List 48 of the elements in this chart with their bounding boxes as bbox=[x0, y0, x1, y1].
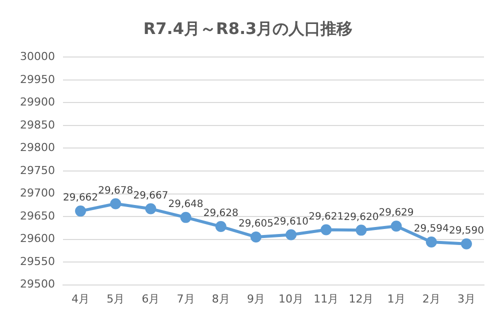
data-label: 29,662 bbox=[63, 192, 98, 204]
point bbox=[250, 232, 262, 243]
x-tick-label: 10月 bbox=[278, 292, 304, 306]
point bbox=[390, 220, 402, 232]
point bbox=[75, 206, 86, 217]
point bbox=[180, 212, 192, 223]
y-tick-label: 29850 bbox=[20, 118, 55, 132]
point bbox=[110, 198, 122, 210]
x-tick-label: 4月 bbox=[72, 292, 90, 306]
y-tick-label: 29800 bbox=[20, 141, 55, 154]
data-label: 29,629 bbox=[378, 208, 414, 219]
x-tick-label: 5月 bbox=[106, 292, 125, 306]
y-tick-label: 29900 bbox=[20, 96, 55, 109]
x-tick-label: 6月 bbox=[142, 292, 160, 306]
point bbox=[426, 236, 437, 248]
x-tick-label: 11月 bbox=[314, 292, 339, 306]
data-label: 29,594 bbox=[414, 224, 449, 235]
point bbox=[460, 238, 472, 250]
data-label: 29,610 bbox=[274, 216, 309, 228]
chart-title: R7.4月～R8.3月の人口推移 bbox=[143, 18, 353, 38]
data-label: 29,628 bbox=[203, 208, 238, 220]
point bbox=[320, 224, 332, 236]
point bbox=[286, 229, 297, 240]
point bbox=[215, 221, 226, 232]
y-tick-label: 29700 bbox=[20, 186, 55, 200]
data-label: 29,621 bbox=[308, 211, 344, 222]
data-label: 29,648 bbox=[168, 199, 204, 210]
y-tick-label: 29500 bbox=[20, 278, 55, 291]
y-tick-label: 29650 bbox=[20, 209, 55, 222]
y-tick-label: 29750 bbox=[20, 164, 55, 177]
x-tick-label: 1月 bbox=[387, 292, 406, 306]
x-tick-label: 12月 bbox=[348, 292, 374, 306]
x-tick-label: 3月 bbox=[457, 292, 476, 306]
data-label: 29,678 bbox=[98, 185, 134, 196]
x-tick-label: 9月 bbox=[246, 292, 265, 306]
y-tick-label: 29950 bbox=[20, 72, 55, 86]
point bbox=[356, 224, 367, 236]
y-tick-label: 29600 bbox=[20, 232, 55, 246]
data-label: 29,605 bbox=[238, 218, 274, 230]
data-label: 29,667 bbox=[133, 190, 168, 202]
y-tick-label: 29550 bbox=[20, 254, 55, 268]
x-tick-label: 8月 bbox=[212, 292, 230, 306]
point bbox=[145, 203, 156, 214]
data-label: 29,590 bbox=[448, 225, 484, 236]
data-label: 29,620 bbox=[344, 212, 379, 223]
x-tick-label: 2月 bbox=[422, 292, 440, 306]
y-tick-label: 30000 bbox=[20, 50, 55, 64]
x-tick-label: 7月 bbox=[176, 292, 195, 306]
